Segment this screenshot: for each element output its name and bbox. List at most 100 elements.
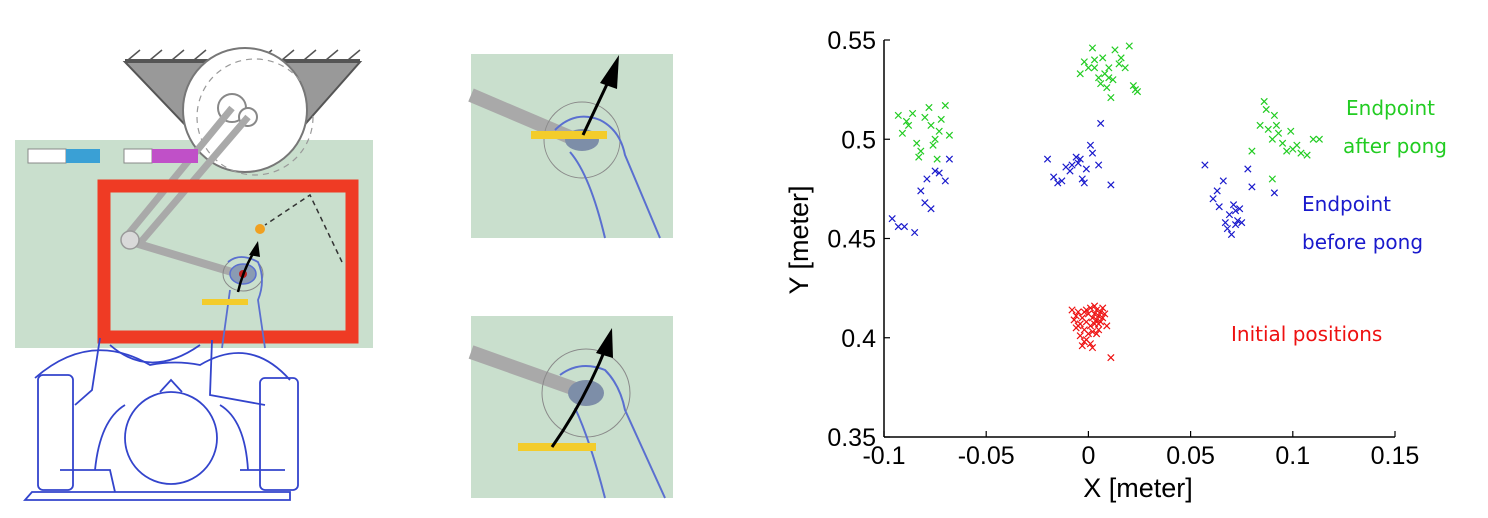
annotation-endpoint-after-2: after pong: [1343, 134, 1447, 158]
data-point-before: [923, 175, 931, 183]
x-tick-label: -0.1: [862, 442, 905, 470]
data-point-after: [1268, 135, 1276, 143]
data-point-after: [1097, 80, 1105, 88]
data-point-after: [1293, 141, 1301, 149]
data-point-initial: [1076, 332, 1084, 340]
data-point-initial: [1080, 338, 1088, 346]
data-point-initial: [1068, 306, 1076, 314]
data-point-initial: [1086, 322, 1095, 330]
data-points: [888, 42, 1323, 362]
data-point-after: [927, 121, 935, 129]
data-point-after: [1278, 139, 1287, 147]
data-point-initial: [1103, 322, 1111, 330]
data-point-initial: [1094, 320, 1103, 328]
data-point-before: [1097, 119, 1105, 127]
data-point-after: [1076, 70, 1084, 78]
data-point-before: [1244, 165, 1252, 173]
data-point-after: [1309, 135, 1317, 143]
x-tick-label: 0: [1081, 442, 1095, 470]
data-point-initial: [1090, 302, 1099, 310]
y-tick-label: 0.5: [841, 126, 876, 154]
pong-trajectory: [264, 193, 343, 263]
data-point-before: [927, 205, 935, 213]
data-point-after: [1283, 147, 1291, 155]
data-point-after: [1303, 151, 1311, 159]
data-point-after: [1094, 74, 1103, 82]
data-point-before: [931, 167, 939, 175]
data-point-after: [1105, 64, 1113, 72]
data-point-before: [1058, 177, 1066, 185]
data-point-before: [1072, 153, 1080, 161]
data-point-initial: [1092, 316, 1101, 324]
x-tick-label: -0.05: [958, 442, 1015, 470]
y-tick-label: 0.45: [827, 226, 876, 254]
data-point-before: [1080, 179, 1088, 187]
data-point-before: [1107, 181, 1115, 189]
data-point-before: [1229, 201, 1238, 209]
annotation-endpoint-after-1: Endpoint: [1346, 96, 1435, 120]
data-point-before: [941, 177, 949, 185]
data-point-after: [1248, 147, 1256, 155]
data-point-after: [1105, 74, 1113, 82]
x-tick-label: 0.05: [1166, 442, 1215, 470]
data-point-before: [945, 155, 954, 163]
data-point-after: [1268, 175, 1276, 183]
zoom-panel-bottom: [468, 316, 673, 499]
zoom-panel-top: [468, 54, 673, 239]
data-point-before: [1231, 207, 1240, 215]
arrow-icon: [550, 344, 609, 448]
data-point-initial: [1082, 306, 1090, 314]
start-bar: [202, 299, 248, 305]
annotation-initial-positions: Initial positions: [1231, 322, 1382, 346]
data-point-before: [894, 222, 902, 231]
data-point-after: [1080, 58, 1088, 66]
data-point-initial: [1094, 326, 1103, 334]
apparatus-schematic: [15, 47, 373, 501]
data-point-before: [1221, 218, 1229, 227]
data-point-after: [1274, 129, 1283, 137]
data-point-before: [917, 187, 925, 195]
data-point-after: [933, 155, 941, 163]
data-point-after: [1264, 125, 1272, 133]
data-point-before: [1227, 230, 1236, 239]
data-point-before: [1074, 159, 1082, 167]
data-point-after: [898, 129, 907, 137]
data-point-before: [1076, 155, 1084, 163]
x-tick-labels: -0.1 -0.05 0 0.05 0.1 0.15: [862, 431, 1419, 470]
data-point-after: [1103, 84, 1111, 92]
data-point-after: [1260, 97, 1268, 106]
data-point-before: [1233, 217, 1242, 225]
data-point-before: [1086, 141, 1095, 149]
annotation-endpoint-before-1: Endpoint: [1302, 192, 1391, 216]
data-point-before: [888, 215, 896, 223]
data-point-after: [929, 141, 937, 149]
data-point-after: [1262, 105, 1270, 114]
annotation-endpoint-before-2: before pong: [1302, 230, 1423, 254]
data-point-after: [1297, 149, 1305, 157]
data-point-after: [913, 139, 921, 147]
data-point-initial: [1090, 310, 1099, 318]
data-point-before: [1201, 161, 1209, 169]
data-point-after: [945, 131, 954, 139]
y-axis-label: Y [meter]: [784, 185, 814, 294]
data-point-before: [1068, 161, 1076, 169]
y-tick-labels: 0.35 0.4 0.45 0.5 0.55: [827, 27, 890, 452]
data-point-initial: [1088, 328, 1097, 336]
data-point-before: [1231, 220, 1240, 229]
data-point-after: [1107, 93, 1115, 102]
data-point-after: [1125, 42, 1133, 50]
data-point-after: [1287, 127, 1295, 135]
data-point-initial: [1070, 316, 1078, 324]
y-tick-label: 0.4: [841, 325, 876, 353]
data-point-after: [935, 127, 943, 135]
screen-frame: [97, 179, 359, 344]
x-tick-label: 0.1: [1275, 442, 1310, 470]
data-point-initial: [1101, 310, 1109, 318]
data-point-after: [902, 117, 911, 126]
data-point-initial: [1097, 308, 1105, 316]
subject-top-view-icon: [23, 337, 299, 501]
data-point-initial: [1088, 314, 1097, 322]
data-point-after: [921, 113, 929, 122]
data-point-after: [1117, 54, 1125, 62]
data-point-after: [894, 111, 902, 120]
